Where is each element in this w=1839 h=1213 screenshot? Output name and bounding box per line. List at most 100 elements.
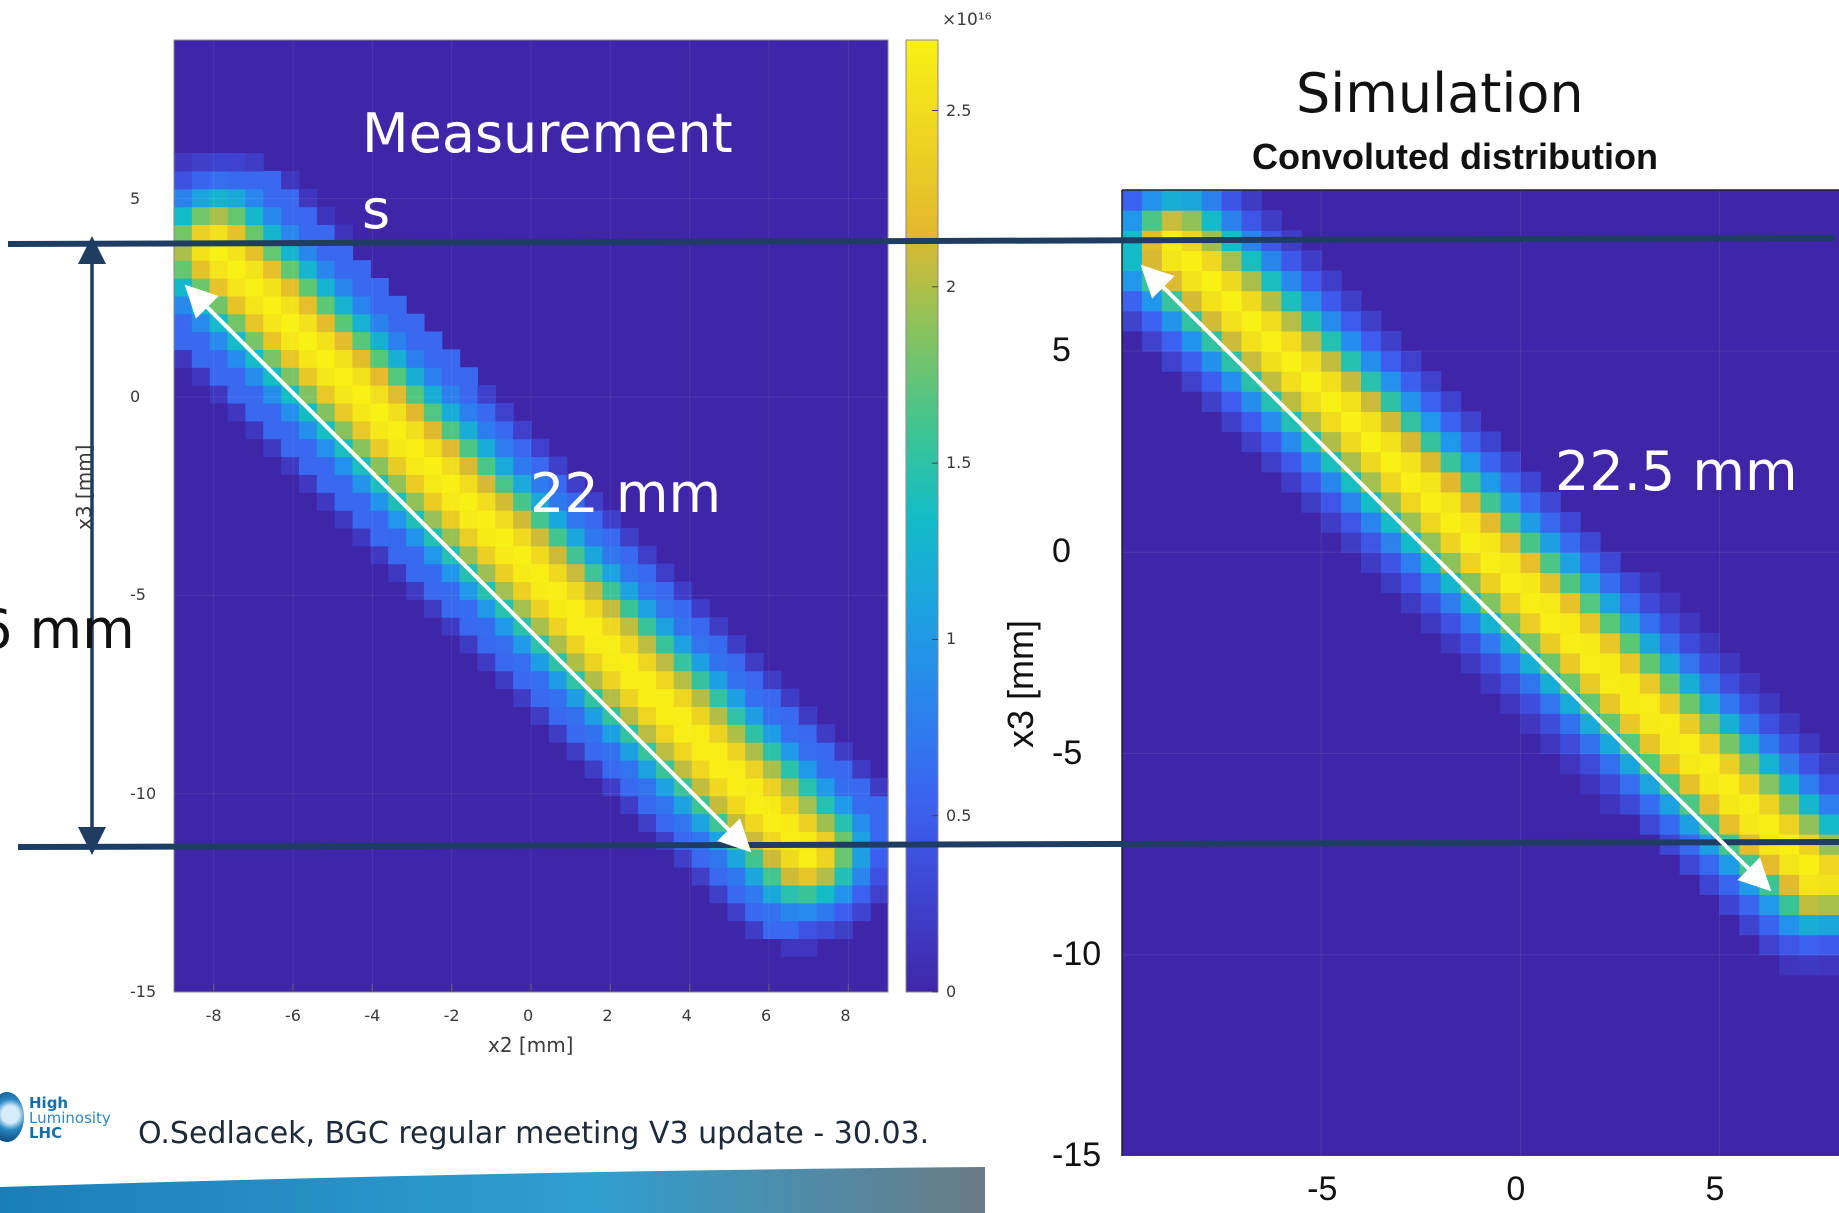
heatmap-cell [370,402,389,422]
x-tick-label: 5 [1705,1170,1725,1208]
heatmap-cell [852,849,871,868]
heatmap-cell [798,920,818,940]
heatmap-cell [513,492,532,511]
colorbar-tick-label: 1 [946,629,957,649]
heatmap-cell [513,599,532,618]
heatmap-cell [1361,330,1382,352]
heatmap-cell [531,563,550,583]
heatmap-cell [1520,491,1541,513]
heatmap-cell [370,385,389,404]
heatmap-cell [495,617,514,636]
heatmap-cell [655,581,675,600]
heatmap-cell [1161,210,1183,231]
heatmap-cell [1420,391,1442,412]
right-length-label: 22.5 mm [1555,440,1798,503]
heatmap-cell [352,385,371,404]
heatmap-cell [352,331,371,350]
heatmap-cell [1261,290,1282,312]
heatmap-cell [798,902,818,922]
heatmap-cell [1500,572,1521,594]
heatmap-cell [441,581,461,600]
heatmap-cell [1739,834,1760,855]
heatmap-cell [352,456,371,475]
heatmap-cell [1440,592,1462,614]
heatmap-cell [1221,411,1243,433]
heatmap-cell [1659,733,1681,755]
heatmap-cell [1380,351,1402,372]
heatmap-cell [1540,572,1561,594]
heatmap-cell [1341,451,1362,473]
heatmap-cell [1380,532,1402,553]
heatmap-cell [1380,330,1402,352]
heatmap-cell [1520,532,1541,553]
heatmap-cell [495,581,514,600]
heatmap-cell [298,260,318,279]
heatmap-cell [584,527,603,547]
heatmap-cell [441,563,461,583]
heatmap-cell [281,402,300,422]
heatmap-cell [727,742,746,761]
heatmap-cell [691,795,711,815]
heatmap-cell [281,438,300,458]
heatmap-cell [1341,491,1362,513]
heatmap-cell [780,724,800,743]
heatmap-cell [298,313,318,333]
heatmap-cell [709,670,728,690]
heatmap-cell [638,759,657,779]
heatmap-cell [763,777,782,797]
heatmap-cell [423,510,443,529]
heatmap-cell [1799,914,1820,936]
heatmap-cell [1500,532,1521,553]
heatmap-cell [1719,753,1741,775]
heatmap-cell [1819,874,1839,895]
heatmap-cell [1540,632,1561,654]
x-tick-label: -2 [443,1006,460,1025]
heatmap-cell [334,492,354,511]
heatmap-cell [209,367,229,386]
heatmap-cell [281,295,300,315]
heatmap-cell [227,331,246,350]
heatmap-cell [1460,451,1482,473]
heatmap-cell [584,706,603,725]
heatmap-cell [388,563,407,583]
heatmap-cell [1679,733,1701,755]
heatmap-cell [459,617,479,636]
heatmap-cell [1699,673,1721,694]
heatmap-cell [798,831,818,850]
heatmap-cell [1261,371,1282,392]
heatmap-cell [531,438,550,458]
heatmap-cell [798,849,818,868]
heatmap-cell [1560,532,1581,553]
x-tick-label: -8 [205,1006,222,1025]
heatmap-cell [1699,652,1721,674]
heatmap-cell [1540,552,1561,573]
heatmap-cell [727,849,746,868]
heatmap-cell [780,813,800,832]
heatmap-cell [584,724,603,743]
heatmap-cell [441,545,461,565]
heatmap-cell [1301,250,1322,272]
heatmap-cell [1261,351,1282,372]
heatmap-cell [584,545,603,565]
heatmap-cell [566,635,586,654]
heatmap-cell [352,295,371,315]
heatmap-cell [870,795,889,815]
heatmap-cell [227,278,246,297]
heatmap-cell [1699,854,1721,875]
heatmap-cell [1420,552,1442,573]
heatmap-cell [584,581,603,600]
heatmap-cell [245,331,264,350]
heatmap-cell [709,706,728,725]
heatmap-cell [620,545,639,565]
heatmap-cell [655,831,675,850]
heatmap-cell [1819,914,1839,936]
x-tick-label: -4 [364,1006,381,1025]
heatmap-cell [584,742,603,761]
heatmap-cell [245,242,264,261]
heatmap-cell [370,438,389,458]
heatmap-cell [1580,753,1601,775]
heatmap-cell [191,224,211,243]
heatmap-cell [281,260,300,279]
heatmap-cell [245,206,264,226]
heatmap-cell [477,545,496,565]
